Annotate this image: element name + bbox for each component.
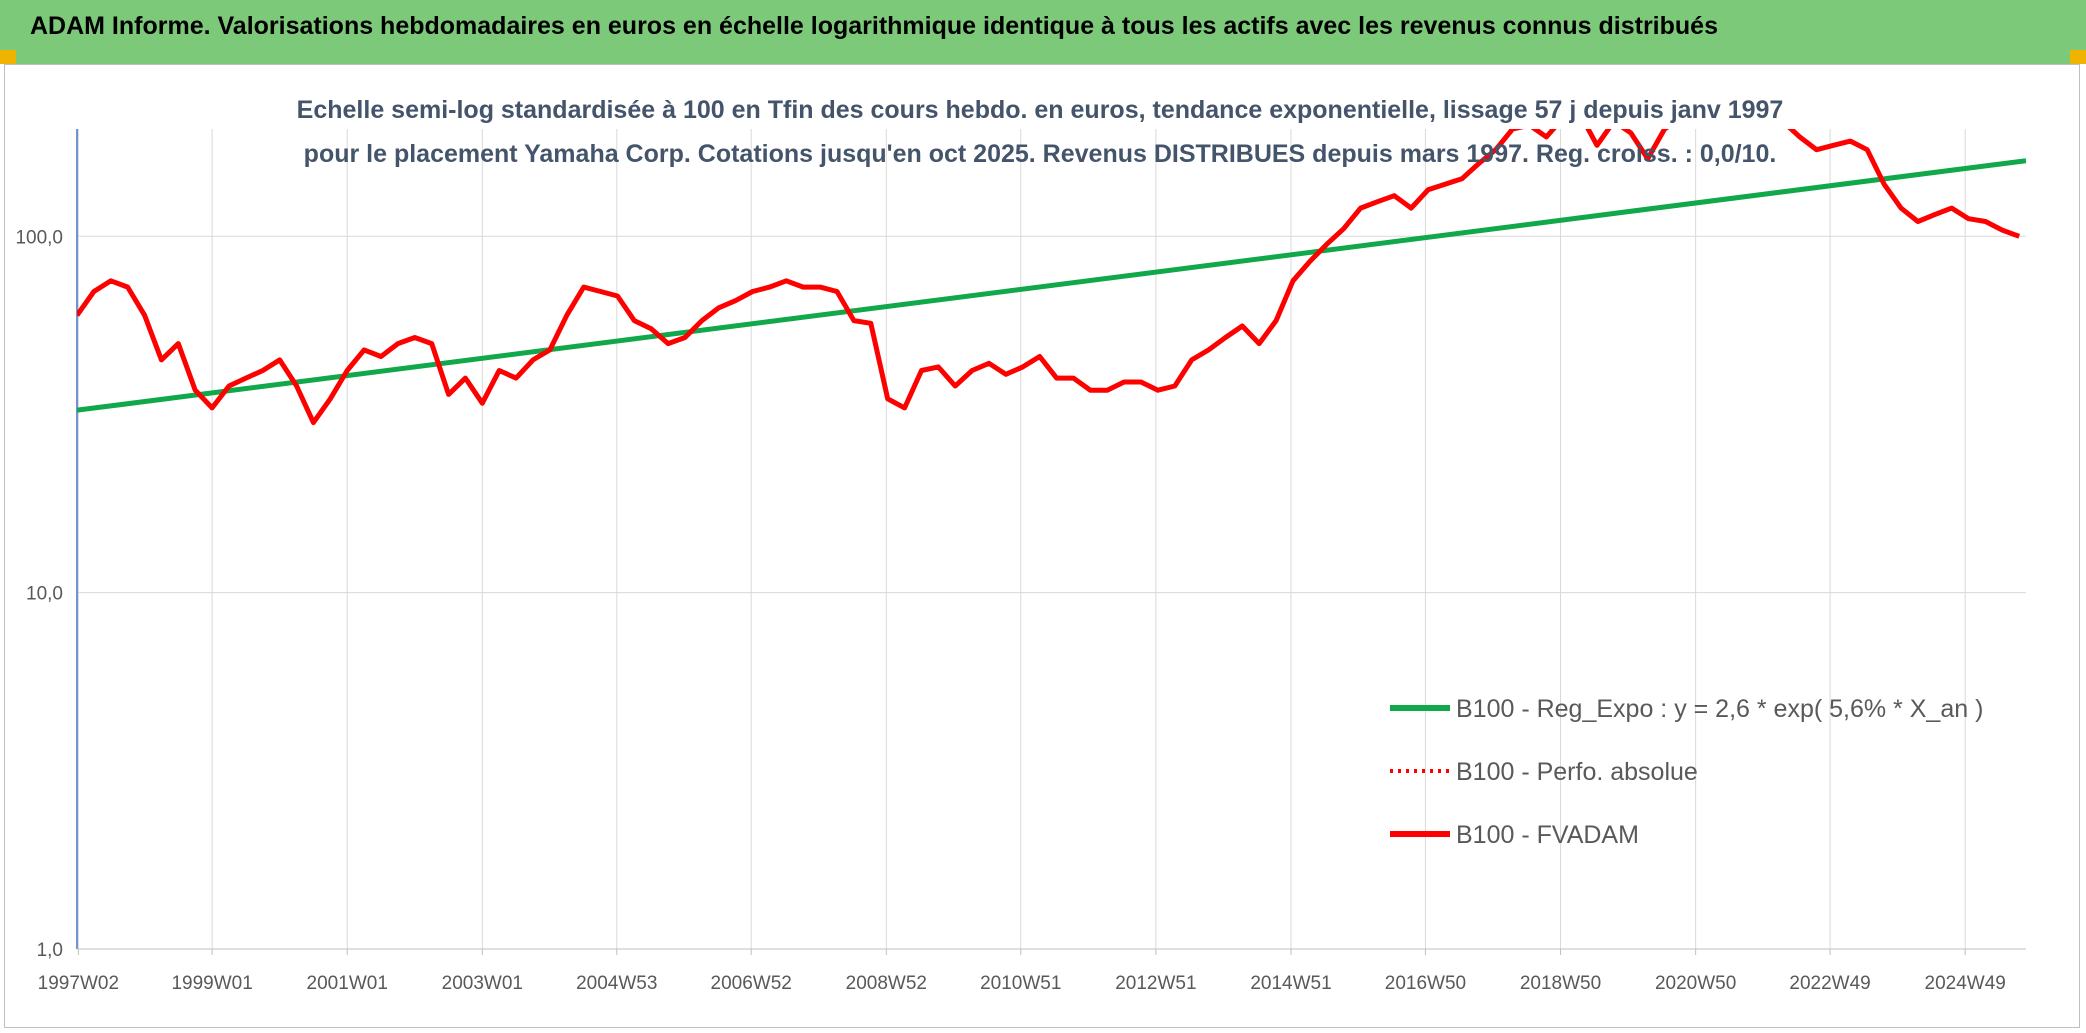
x-tick-label: 2001W01 xyxy=(307,973,388,994)
x-tick-label: 2012W51 xyxy=(1115,973,1196,994)
x-tick-label: 2022W49 xyxy=(1789,973,1870,994)
series-line xyxy=(77,158,2026,413)
corner-marker xyxy=(0,50,16,64)
series-line xyxy=(77,129,2021,426)
corner-marker xyxy=(2070,50,2086,64)
legend-label: B100 - Perfo. absolue xyxy=(1456,758,1698,786)
x-tick-label: 2020W50 xyxy=(1655,973,1736,994)
x-tick-label: 2003W01 xyxy=(442,973,523,994)
x-tick-label: 2018W50 xyxy=(1520,973,1601,994)
y-tick-label: 10,0 xyxy=(26,584,63,605)
y-tick-label: 1,0 xyxy=(37,940,63,961)
x-tick-label: 2024W49 xyxy=(1925,973,2006,994)
chart-title: ADAM Informe. Valorisations hebdomadaire… xyxy=(30,12,1718,40)
legend-label: B100 - FVADAM xyxy=(1456,821,1639,849)
x-tick-label: 2016W50 xyxy=(1385,973,1466,994)
x-tick-label: 2006W52 xyxy=(711,973,792,994)
legend-label: B100 - Reg_Expo : y = 2,6 * exp( 5,6% * … xyxy=(1456,695,1983,723)
x-tick-label: 2014W51 xyxy=(1250,973,1331,994)
x-tick-label: 2010W51 xyxy=(980,973,1061,994)
chart-frame xyxy=(4,64,2080,1028)
y-tick-label: 100,0 xyxy=(15,227,63,248)
title-banner: ADAM Informe. Valorisations hebdomadaire… xyxy=(0,0,2086,64)
x-tick-label: 1997W02 xyxy=(38,973,119,994)
x-tick-label: 2004W53 xyxy=(576,973,657,994)
plot-area xyxy=(77,129,2026,426)
x-tick-label: 1999W01 xyxy=(171,973,252,994)
chart-subtitle: Echelle semi-log standardisée à 100 en T… xyxy=(296,96,1784,168)
x-tick-label: 2008W52 xyxy=(846,973,927,994)
